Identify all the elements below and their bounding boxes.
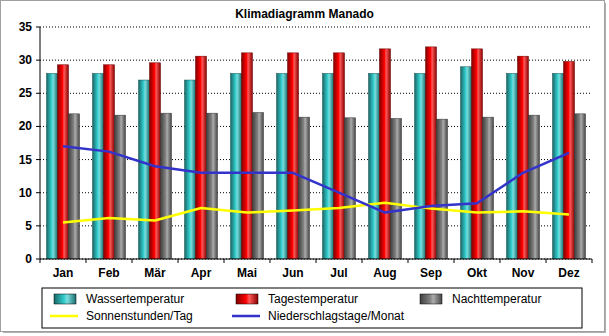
legend-swatch [50,315,78,318]
bar [369,73,380,259]
x-tick-label: Apr [191,266,212,280]
y-tick-label: 5 [25,219,32,233]
bar [472,49,483,259]
x-tick-label: Dez [558,266,579,280]
line [63,146,569,212]
x-tick-mark [500,259,501,263]
y-tick-label: 35 [19,20,33,34]
legend-label: Sonnenstunden/Tag [86,309,193,323]
x-tick-mark [40,259,41,263]
x-tick-label: Jun [282,266,303,280]
bar [415,73,426,259]
bar [139,80,150,259]
bar [391,118,402,259]
x-tick-mark [270,259,271,263]
bar [150,63,161,259]
bar [288,53,299,259]
x-tick-label: Aug [373,266,396,280]
x-tick-mark [362,259,363,263]
bar [323,73,334,259]
legend-swatch [54,294,76,304]
chart: Klimadiagramm Manado 0 5 10 15 20 25 30 35 Jan Feb… [0,0,609,336]
legend-swatch [236,294,258,304]
bar [345,118,356,259]
bar [115,115,126,259]
x-tick-mark [224,259,225,263]
y-tick-label: 30 [19,53,33,67]
y-tick-label: 15 [19,153,33,167]
plot-data [47,47,586,259]
legend-label: Nachttemperatur [452,292,541,306]
frame [1,1,605,332]
x-tick-label: Feb [98,266,119,280]
bar [380,49,391,259]
x-tick-mark [454,259,455,263]
bar [196,56,207,259]
bar [277,73,288,259]
legend-label: Tagestemperatur [268,292,358,306]
bar [161,113,172,259]
legend-swatch [420,294,442,304]
x-tick-label: Nov [512,266,535,280]
y-tick-label: 0 [25,252,32,266]
bar [529,115,540,259]
bar [564,61,575,259]
x-tick-label: Jan [53,266,74,280]
x-tick-label: Mär [144,266,166,280]
y-tick-label: 20 [19,119,33,133]
line [63,203,569,223]
x-tick-label: Mai [237,266,257,280]
bar [231,73,242,259]
bar [483,117,494,259]
tick-mark [36,192,40,193]
y-axis [40,27,41,259]
tick-mark [36,27,40,28]
bar [334,53,345,259]
y-tick-label: 10 [19,186,33,200]
bar [518,56,529,259]
legend-box [42,288,582,328]
bar [69,114,80,259]
bar [461,67,472,259]
bar [299,117,310,259]
tick-mark [36,159,40,160]
x-tick-mark [132,259,133,263]
y-tick-label: 25 [19,86,33,100]
tick-mark [36,60,40,61]
bar [207,113,218,259]
tick-mark [36,93,40,94]
x-tick-mark [546,259,547,263]
tick-mark [36,126,40,127]
legend-label: Niederschlagstage/Monat [268,309,405,323]
x-tick-mark [408,259,409,263]
bar [426,47,437,259]
x-tick-mark [178,259,179,263]
x-tick-label: Sep [420,266,442,280]
grid-line [40,27,592,28]
tick-mark [36,259,40,260]
title: Klimadiagramm Manado [235,7,374,21]
x-tick-mark [316,259,317,263]
x-tick-mark [86,259,87,263]
bar [104,65,115,259]
bar [242,53,253,259]
bar [58,65,69,259]
tick-mark [36,225,40,226]
grid-line [40,60,592,61]
legend-swatch [232,315,260,318]
bar [253,113,264,259]
x-tick-mark [592,259,593,263]
legend-label: Wassertemperatur [86,292,184,306]
x-tick-label: Jul [330,266,347,280]
bar [437,119,448,259]
bar [553,73,564,259]
bar [93,73,104,259]
bar [575,114,586,259]
x-tick-label: Okt [467,266,487,280]
bar [47,73,58,259]
bar [507,73,518,259]
